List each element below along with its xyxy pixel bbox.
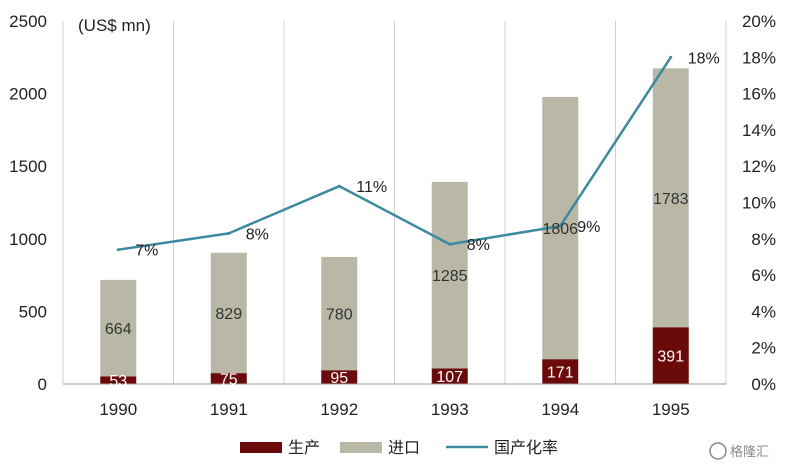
y-left-tick-label: 500 xyxy=(19,302,47,321)
line-layer xyxy=(116,55,673,252)
y-right-tick-label: 10% xyxy=(742,194,776,213)
bar-data-label: 53 xyxy=(109,373,127,390)
legend-swatch xyxy=(340,442,382,453)
legend-label: 国产化率 xyxy=(494,438,558,457)
x-tick-label: 1995 xyxy=(652,400,690,419)
y-right-tick-label: 4% xyxy=(751,302,776,321)
line-point xyxy=(448,242,452,246)
line-point xyxy=(669,55,673,59)
bar-layer xyxy=(100,68,689,384)
bar-segment-import xyxy=(652,68,689,328)
axis-layer: 0 500 1000 1500 2000 2500 0% 2% 4% 6% 8% 10% 12% 14% 1… xyxy=(9,12,776,419)
bar-data-label: 171 xyxy=(547,365,574,382)
label-layer: 53 664 75 829 95 780 107 1285 171 1806 391 1783 7% 8%… xyxy=(105,50,720,390)
y-right-tick-label: 8% xyxy=(751,230,776,249)
line-data-label: 8% xyxy=(467,237,490,254)
y-left-tick-label: 1000 xyxy=(9,230,47,249)
bar-data-label: 1806 xyxy=(542,221,578,238)
bar-data-label: 107 xyxy=(436,369,463,386)
bar-data-label: 1783 xyxy=(653,191,689,208)
y-right-tick-label: 14% xyxy=(742,121,776,140)
bar-segment-import xyxy=(100,279,137,377)
bar-segment-production xyxy=(542,359,579,384)
y-right-tick-label: 18% xyxy=(742,48,776,67)
bar-data-label: 664 xyxy=(105,321,132,338)
watermark-text: 格隆汇 xyxy=(730,444,769,460)
legend: 生产 进口 国产化率 xyxy=(240,438,558,457)
bar-data-label: 95 xyxy=(330,370,348,387)
line-data-label: 9% xyxy=(577,219,600,236)
y-right-tick-label: 16% xyxy=(742,85,776,104)
y-right-tick-label: 6% xyxy=(751,266,776,285)
x-tick-label: 1993 xyxy=(431,400,469,419)
localization-rate-line xyxy=(118,56,672,251)
watermark-logo-icon xyxy=(709,442,727,460)
legend-label: 进口 xyxy=(388,438,420,457)
y-left-tick-label: 2500 xyxy=(9,12,47,31)
legend-swatch xyxy=(240,442,282,453)
bar-data-label: 780 xyxy=(326,307,353,324)
y-left-tick-label: 2000 xyxy=(9,85,47,104)
y-right-tick-label: 2% xyxy=(751,339,776,358)
bar-data-label: 75 xyxy=(220,372,238,389)
bar-segment-production xyxy=(652,327,689,384)
y-left-tick-label: 0 xyxy=(38,375,47,394)
bar-segment-production xyxy=(100,376,137,384)
line-point xyxy=(116,248,120,252)
bar-segment-production xyxy=(431,368,468,384)
bar-data-label: 391 xyxy=(657,349,684,366)
x-tick-label: 1994 xyxy=(541,400,579,419)
bar-segment-production xyxy=(210,373,247,384)
line-point xyxy=(337,184,341,188)
bar-segment-import xyxy=(321,256,358,371)
line-point xyxy=(558,224,562,228)
line-data-label: 18% xyxy=(688,50,720,67)
bar-segment-import xyxy=(210,252,247,374)
y-left-tick-label: 1500 xyxy=(9,157,47,176)
bar-segment-import xyxy=(431,181,468,369)
line-data-label: 8% xyxy=(246,226,269,243)
bar-data-label: 829 xyxy=(215,306,242,323)
bar-data-label: 1285 xyxy=(432,268,468,285)
bar-segment-production xyxy=(321,370,358,384)
x-tick-label: 1992 xyxy=(320,400,358,419)
watermark: 格隆汇 xyxy=(709,442,769,460)
line-data-label: 11% xyxy=(356,179,387,196)
y-right-tick-label: 0% xyxy=(751,375,776,394)
y-right-tick-label: 12% xyxy=(742,157,776,176)
unit-label: (US$ mn) xyxy=(78,16,151,35)
x-tick-label: 1991 xyxy=(210,400,248,419)
y-right-tick-label: 20% xyxy=(742,12,776,31)
x-tick-label: 1990 xyxy=(99,400,137,419)
line-point xyxy=(227,231,231,235)
grid-layer xyxy=(62,21,727,384)
line-data-label: 7% xyxy=(135,243,158,260)
legend-label: 生产 xyxy=(288,438,320,457)
